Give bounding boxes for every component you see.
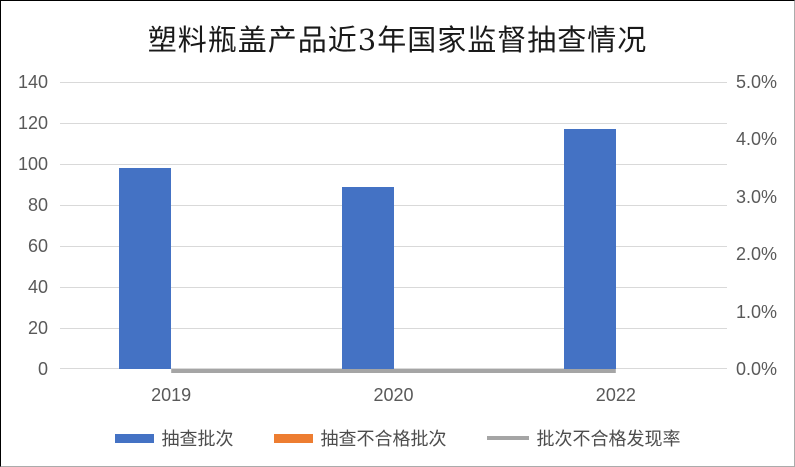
line-defect-discovery-rate [171,369,616,373]
category-label: 2020 [373,385,414,405]
gridline [60,82,727,83]
legend-label: 批次不合格发现率 [536,429,681,449]
legend-item-rate: 批次不合格发现率 [486,425,681,451]
plot-area [60,82,727,373]
chart-title: 塑料瓶盖产品近3年国家监督抽查情况 [147,23,648,57]
secondary-axis-tick-label: 2.0% [736,244,778,264]
secondary-axis-tick-label: 4.0% [736,129,778,149]
gridline [60,123,727,124]
secondary-axis-tick-label: 1.0% [736,302,778,322]
primary-axis-tick-label: 20 [27,318,48,338]
secondary-axis-tick-label: 0.0% [736,359,778,379]
legend-label: 抽查不合格批次 [320,429,447,449]
primary-axis-tick-label: 100 [17,154,48,174]
bar-sampled-batches [342,187,394,369]
legend: 抽查批次 抽查不合格批次 批次不合格发现率 [1,425,794,451]
legend-bar-swatch-icon [114,433,154,443]
secondary-axis-tick-label: 3.0% [736,187,778,207]
primary-axis-tick-label: 0 [37,359,48,379]
legend-label: 抽查批次 [161,429,234,449]
category-label: 2019 [151,385,192,405]
legend-item-sampled: 抽查批次 [114,425,234,451]
primary-axis-tick-label: 40 [27,277,48,297]
legend-item-defective: 抽查不合格批次 [273,425,447,451]
legend-line-swatch-icon [486,436,529,440]
bar-sampled-batches [119,168,171,369]
legend-bar-swatch-icon [273,433,313,443]
category-label: 2022 [595,385,636,405]
secondary-axis-tick-label: 5.0% [736,72,778,92]
gridline [60,164,727,165]
primary-axis-tick-label: 140 [17,72,48,92]
primary-axis-tick-label: 120 [17,113,48,133]
primary-axis-tick-label: 60 [27,236,48,256]
bar-sampled-batches [564,129,616,369]
primary-axis-tick-label: 80 [27,195,48,215]
